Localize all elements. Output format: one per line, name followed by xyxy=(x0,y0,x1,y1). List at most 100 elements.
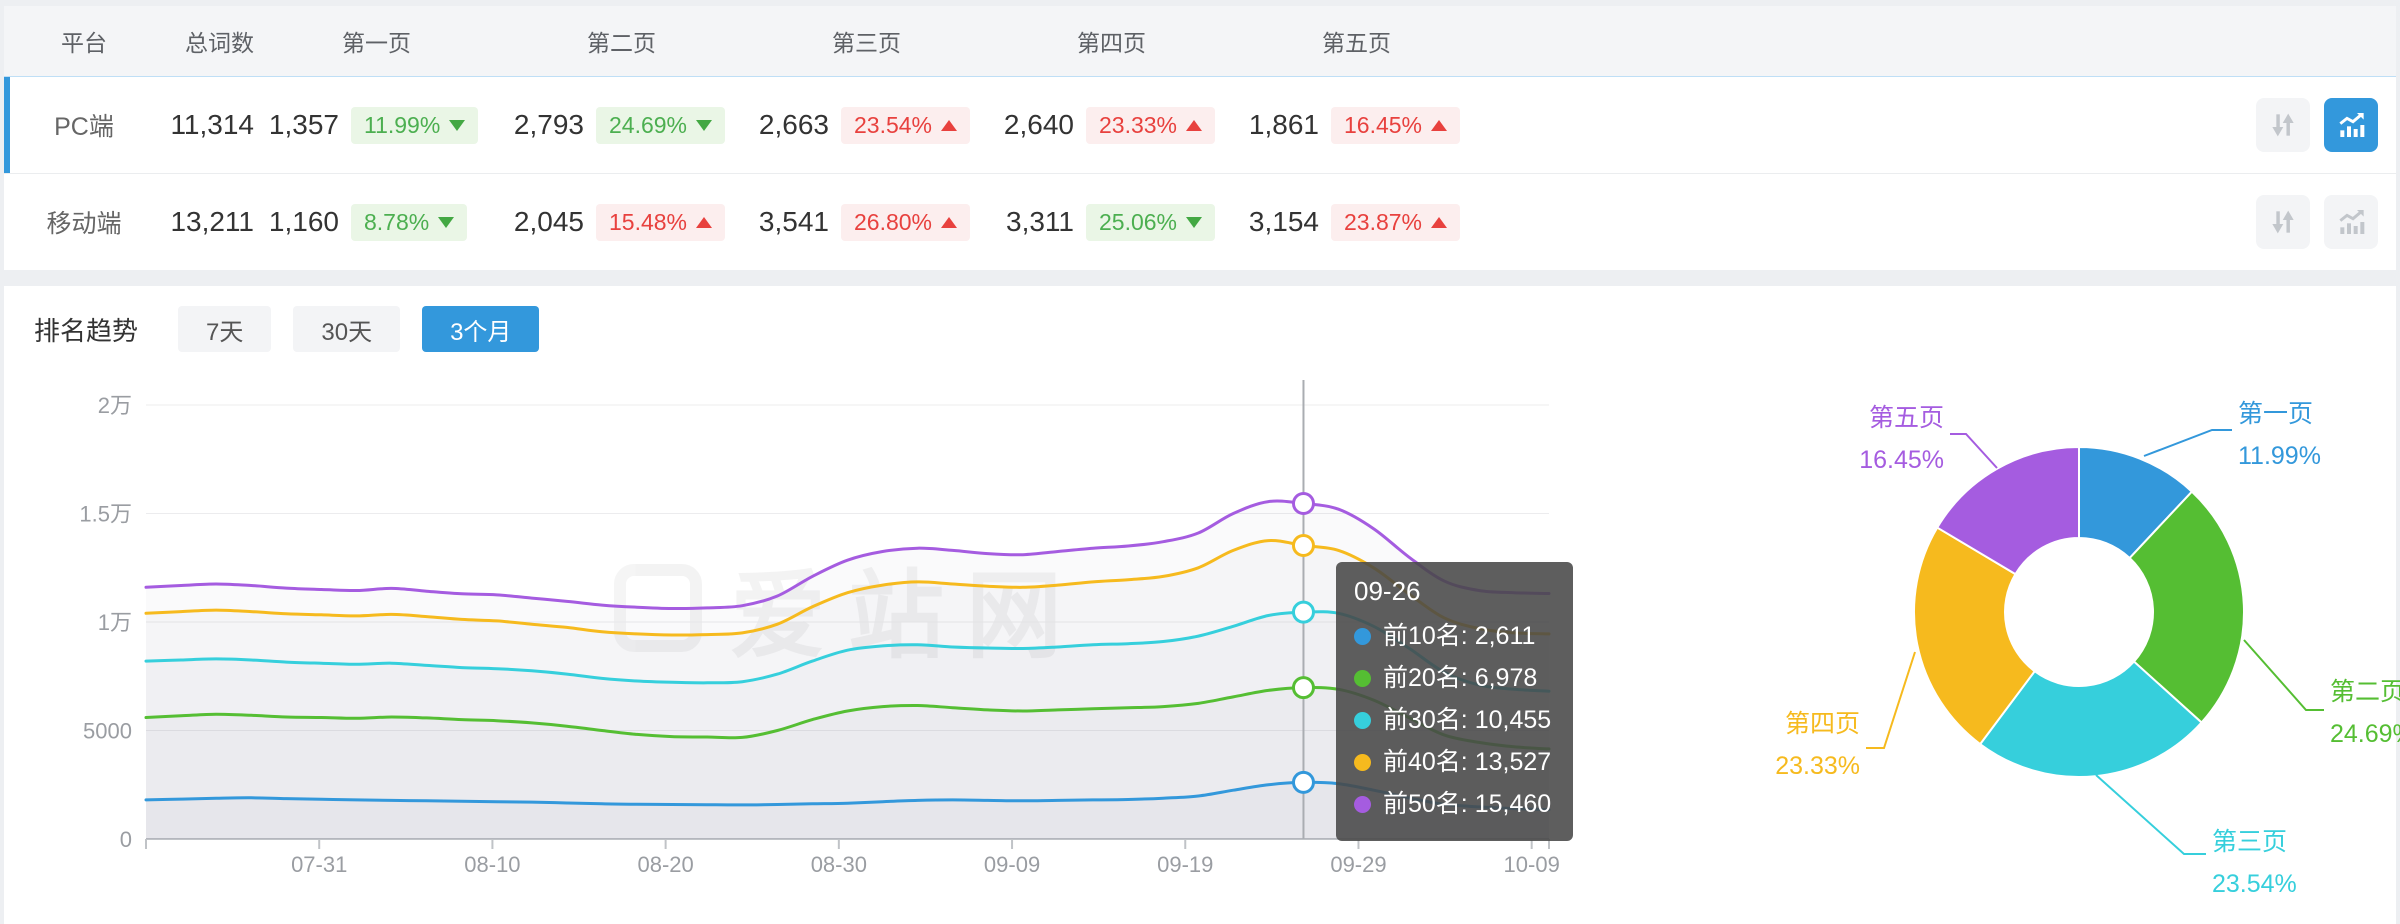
trend-chart-icon xyxy=(2339,113,2365,137)
page-change-badge: 24.69% xyxy=(596,106,726,144)
page-change-badge: 15.48% xyxy=(596,203,726,241)
page-change-pct: 11.99% xyxy=(364,111,441,138)
col-header-total: 总词数 xyxy=(185,30,254,56)
page-change-pct: 23.33% xyxy=(1099,111,1178,138)
svg-text:09-19: 09-19 xyxy=(1157,852,1213,877)
page5-count: 3,154 xyxy=(1248,206,1319,237)
up-arrow-icon xyxy=(1431,216,1448,228)
table-row-pc[interactable]: PC端 11,314 1,357 11.99% 2,793 24.69% 2,6… xyxy=(4,76,2396,173)
tooltip-item: 前40名: 13,527 xyxy=(1354,741,1551,783)
col-header-page2: 第二页 xyxy=(587,30,656,56)
page-distribution-donut-chart[interactable]: 第一页 11.99% 第二页 24.69% 第三页 23.54% 第四页 23.33% 第五页 1… xyxy=(1634,360,2400,920)
page-change-pct: 23.54% xyxy=(854,111,933,138)
page-change-badge: 23.87% xyxy=(1331,203,1461,241)
svg-text:08-10: 08-10 xyxy=(464,852,520,877)
svg-text:24.69%: 24.69% xyxy=(2330,720,2400,748)
sort-arrows-icon xyxy=(2272,113,2294,137)
trend-chart-button[interactable] xyxy=(2324,98,2378,152)
svg-text:10-09: 10-09 xyxy=(1504,852,1560,877)
col-header-page1: 第一页 xyxy=(342,30,411,56)
total-words-value: 13,211 xyxy=(170,206,254,237)
svg-text:08-20: 08-20 xyxy=(637,852,693,877)
page1-cell: 1,160 8.78% xyxy=(254,203,499,241)
svg-text:2万: 2万 xyxy=(98,393,132,418)
series-dot-icon xyxy=(1354,669,1371,687)
page-change-pct: 24.69% xyxy=(609,111,688,138)
svg-text:09-09: 09-09 xyxy=(984,852,1040,877)
chart-tooltip: 09-26 前10名: 2,611 前20名: 6,978 前30名: 10,4… xyxy=(1336,562,1574,841)
table-row-mobile[interactable]: 移动端 13,211 1,160 8.78% 2,045 15.48% 3,54… xyxy=(4,173,2396,270)
sort-button[interactable] xyxy=(2256,195,2310,249)
svg-text:第四页: 第四页 xyxy=(1785,710,1860,738)
down-arrow-icon xyxy=(1186,216,1203,228)
sort-button[interactable] xyxy=(2256,98,2310,152)
svg-text:0: 0 xyxy=(120,827,132,852)
platform-label: 移动端 xyxy=(46,210,122,238)
keyword-rank-table: 平台 总词数 第一页 第二页 第三页 第四页 第五页 PC端 11,314 1,… xyxy=(4,6,2396,270)
svg-text:09-29: 09-29 xyxy=(1330,852,1386,877)
page-change-pct: 8.78% xyxy=(364,208,430,235)
series-dot-icon xyxy=(1354,753,1371,771)
page-change-pct: 23.87% xyxy=(1344,208,1423,235)
page-change-badge: 11.99% xyxy=(351,106,479,144)
svg-text:11.99%: 11.99% xyxy=(2238,442,2321,470)
tooltip-item: 前30名: 10,455 xyxy=(1354,699,1551,741)
row-actions xyxy=(2256,195,2378,249)
up-arrow-icon xyxy=(696,216,713,228)
page-change-badge: 23.33% xyxy=(1086,106,1216,144)
tooltip-item: 前20名: 6,978 xyxy=(1354,657,1551,699)
rank-trend-section: 排名趋势 7天 30天 3个月 爱站网 050001万1.5万2万07-3108… xyxy=(4,286,2400,924)
rank-trend-line-chart[interactable]: 0 5000 1万 1.5万 2万 07-31 08-10 08-20 08-30 09-09 09… xyxy=(14,352,1624,917)
page2-count: 2,045 xyxy=(513,206,584,237)
down-arrow-icon xyxy=(696,119,713,131)
series-dot-icon xyxy=(1354,627,1371,645)
total-words-value: 11,314 xyxy=(170,109,254,140)
up-arrow-icon xyxy=(941,119,958,131)
tooltip-item: 前50名: 15,460 xyxy=(1354,783,1551,825)
page4-count: 3,311 xyxy=(1006,206,1074,237)
tooltip-item: 前10名: 2,611 xyxy=(1354,615,1551,657)
page-change-pct: 15.48% xyxy=(609,208,688,235)
svg-text:第五页: 第五页 xyxy=(1869,404,1944,432)
svg-text:16.45%: 16.45% xyxy=(1859,446,1944,474)
page-change-badge: 26.80% xyxy=(841,203,971,241)
svg-text:07-31: 07-31 xyxy=(291,852,347,877)
sort-arrows-icon xyxy=(2272,210,2294,234)
trend-header: 排名趋势 7天 30天 3个月 xyxy=(4,286,2396,352)
page-change-pct: 25.06% xyxy=(1099,208,1178,235)
tab-30-days[interactable]: 30天 xyxy=(293,306,401,352)
tab-3-months[interactable]: 3个月 xyxy=(422,306,540,352)
trend-chart-button[interactable] xyxy=(2324,195,2378,249)
svg-text:第二页: 第二页 xyxy=(2330,678,2400,706)
page-change-badge: 16.45% xyxy=(1331,106,1461,144)
section-title: 排名趋势 xyxy=(34,315,139,346)
row-actions xyxy=(2256,98,2378,152)
col-header-platform: 平台 xyxy=(61,30,107,56)
page4-cell: 3,311 25.06% xyxy=(989,203,1234,241)
svg-text:第三页: 第三页 xyxy=(2212,828,2287,856)
series-dot-icon xyxy=(1354,795,1371,813)
up-arrow-icon xyxy=(1431,119,1448,131)
page2-cell: 2,793 24.69% xyxy=(499,106,744,144)
page5-cell: 3,154 23.87% xyxy=(1234,203,1479,241)
col-header-page3: 第三页 xyxy=(832,30,901,56)
svg-text:第一页: 第一页 xyxy=(2238,400,2313,428)
page-change-badge: 8.78% xyxy=(351,203,468,241)
series-dot-icon xyxy=(1354,711,1371,729)
col-header-page5: 第五页 xyxy=(1322,30,1391,56)
down-arrow-icon xyxy=(438,216,455,228)
page4-count: 2,640 xyxy=(1003,109,1074,140)
page2-cell: 2,045 15.48% xyxy=(499,203,744,241)
page3-cell: 3,541 26.80% xyxy=(744,203,989,241)
svg-text:1.5万: 1.5万 xyxy=(79,502,132,527)
page1-count: 1,160 xyxy=(268,206,339,237)
page5-count: 1,861 xyxy=(1248,109,1319,140)
page4-cell: 2,640 23.33% xyxy=(989,106,1234,144)
trend-chart-icon xyxy=(2339,210,2365,234)
page2-count: 2,793 xyxy=(513,109,584,140)
platform-label: PC端 xyxy=(54,113,114,141)
tab-7-days[interactable]: 7天 xyxy=(178,306,272,352)
tooltip-date: 09-26 xyxy=(1354,576,1421,606)
page-change-badge: 25.06% xyxy=(1086,203,1216,241)
page1-count: 1,357 xyxy=(268,109,339,140)
